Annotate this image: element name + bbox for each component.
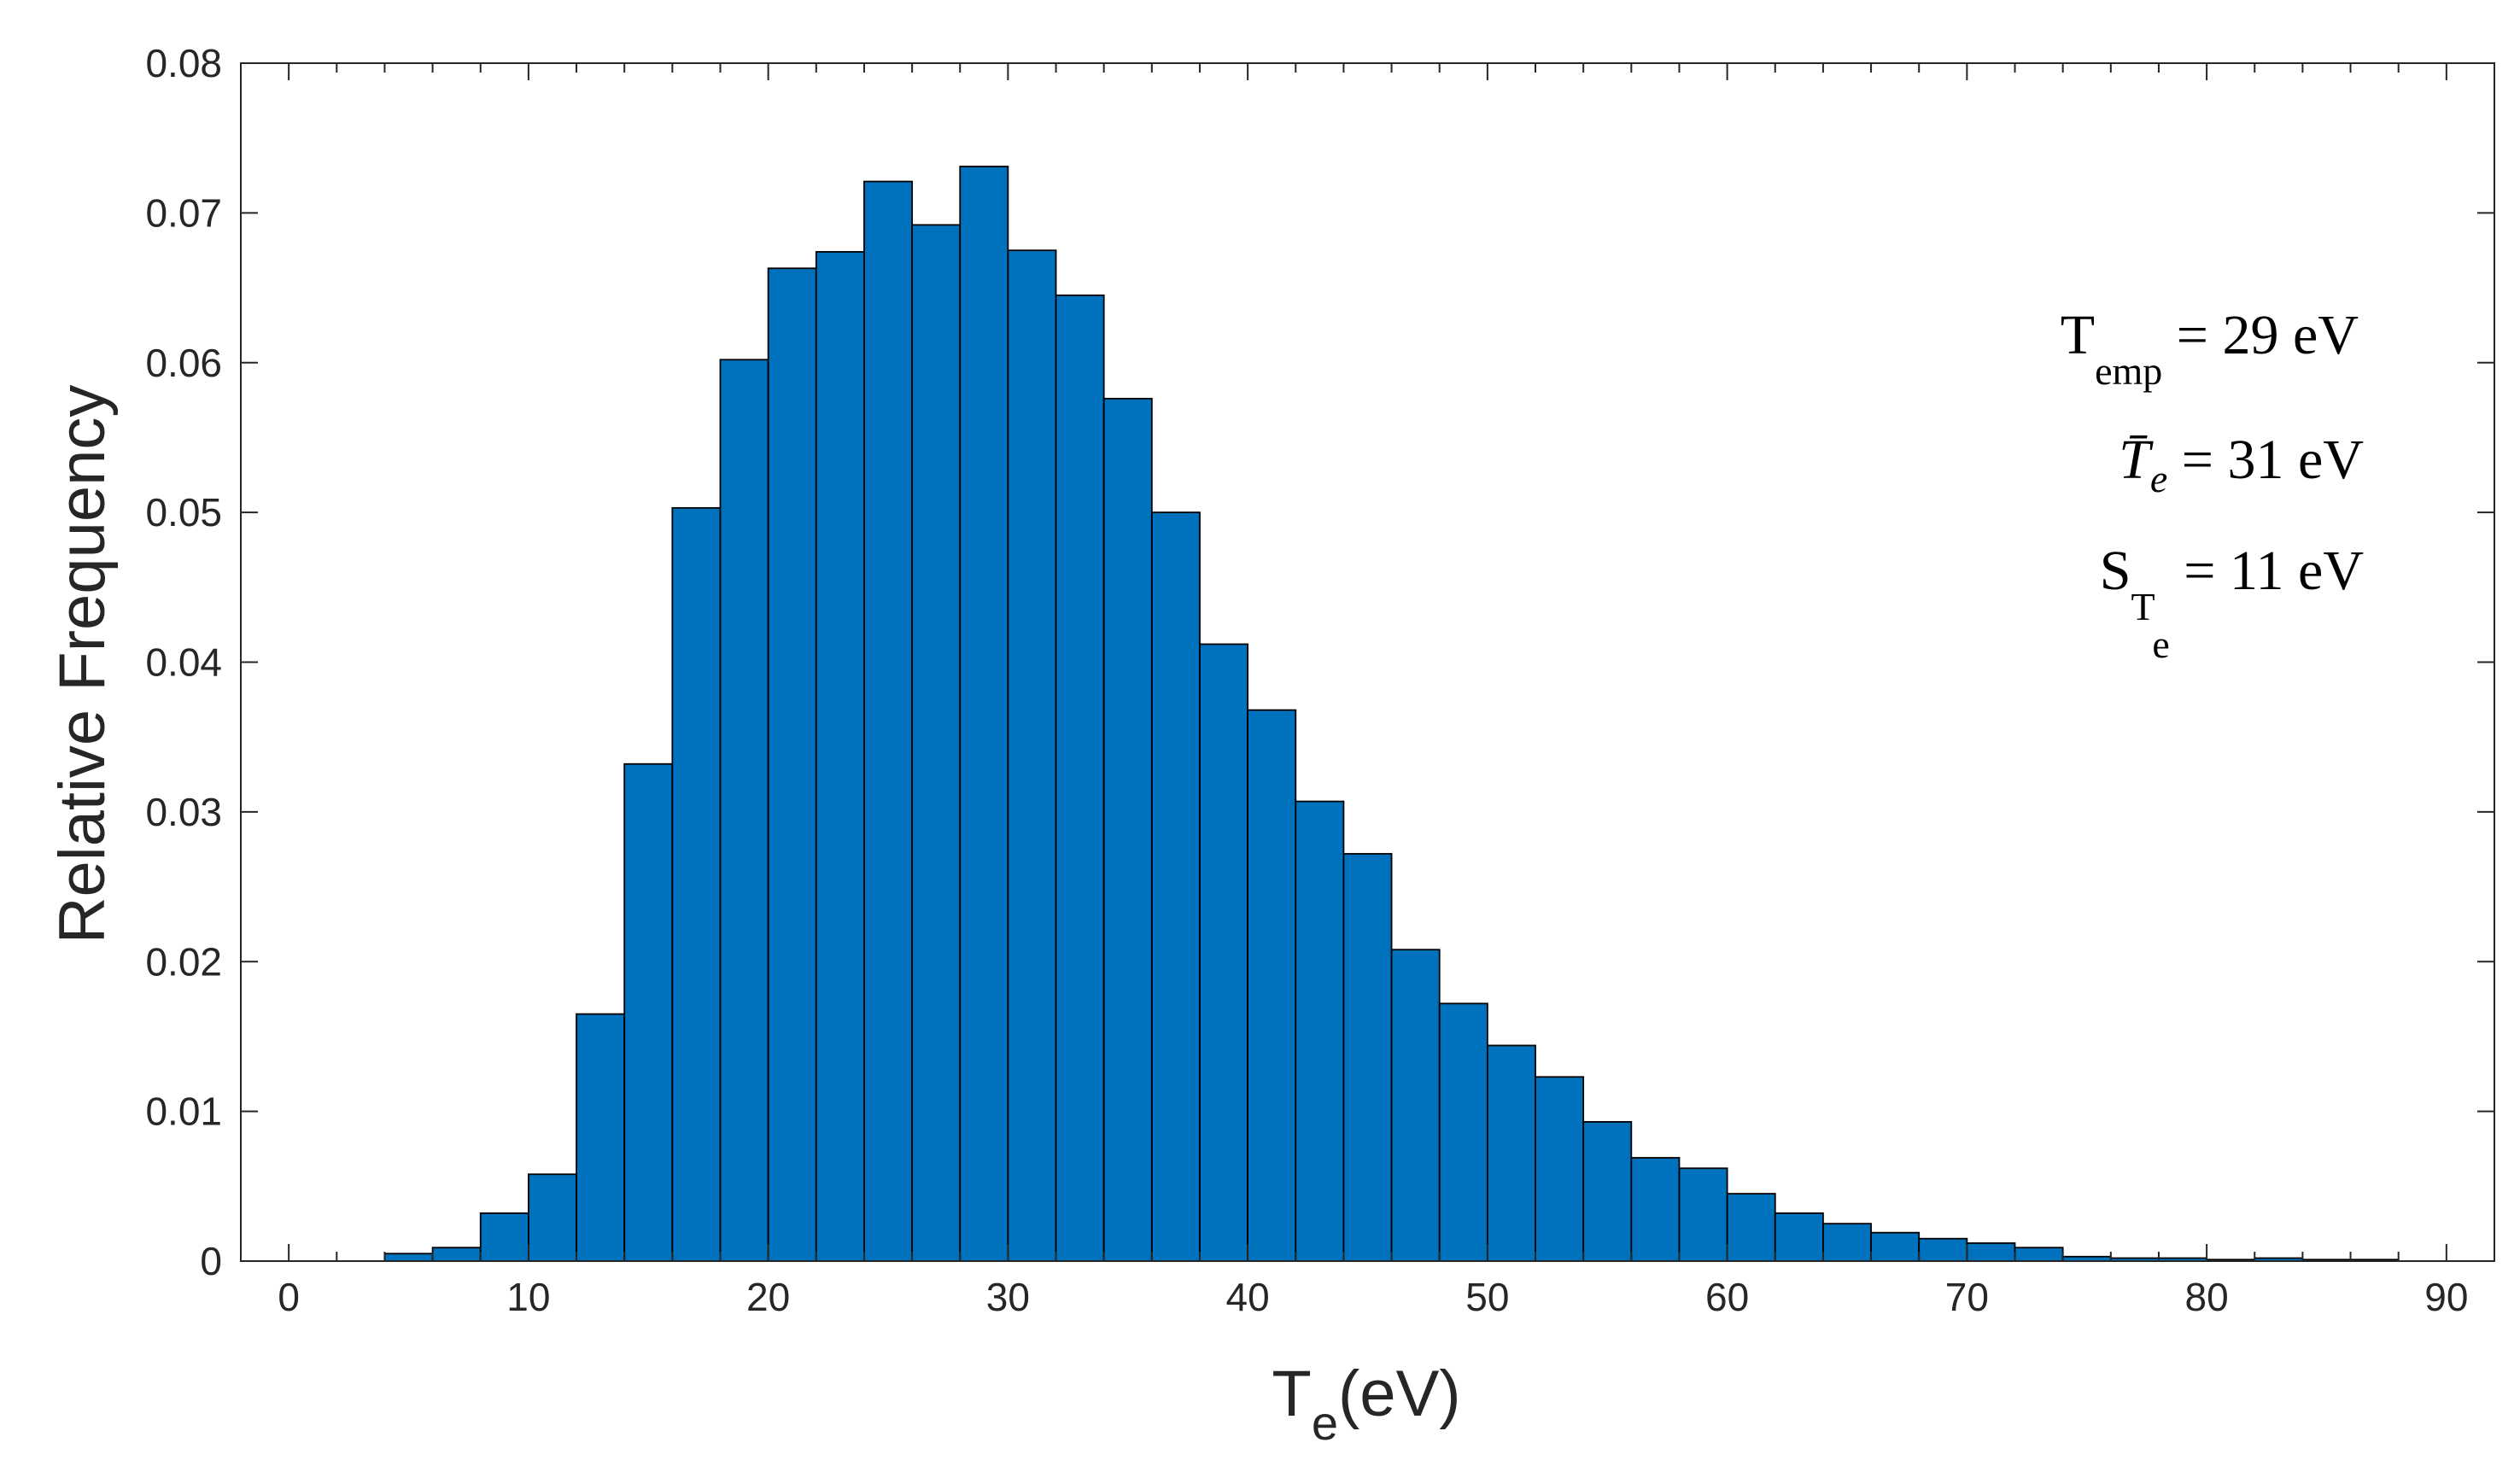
histogram-bar	[1870, 1231, 1921, 1262]
x-tick-label: 70	[1945, 1275, 1989, 1319]
histogram-bar	[1295, 800, 1345, 1262]
histogram-bar	[1150, 511, 1201, 1262]
x-axis-title-rest: (eV)	[1338, 1358, 1461, 1430]
y-tick-label: 0.07	[145, 190, 222, 235]
histogram-bar	[1055, 294, 1105, 1262]
annotation-mean-main: T̄	[2119, 429, 2154, 491]
histogram-bar	[527, 1173, 577, 1262]
x-tick-label: 80	[2185, 1275, 2229, 1319]
histogram-bar	[863, 180, 913, 1262]
histogram-bar	[671, 506, 722, 1262]
y-tick-label: 0	[200, 1239, 222, 1283]
x-tick-label: 20	[746, 1275, 790, 1319]
y-tick-label: 0.01	[145, 1089, 222, 1134]
annotation-std-subsub: e	[2152, 622, 2169, 666]
x-axis-title: Te(eV)	[1272, 1358, 1460, 1450]
histogram-bar	[1007, 249, 1057, 1262]
annotation-temp-spacer2	[2208, 304, 2223, 366]
x-tick-label: 60	[1705, 1275, 1749, 1319]
histogram-bar	[1966, 1242, 2016, 1262]
annotation-temp-spacer	[2162, 304, 2177, 366]
annotation-temp-eq: =	[2177, 304, 2208, 366]
y-tick-label: 0.02	[145, 939, 222, 984]
histogram-bar	[959, 166, 1009, 1262]
annotation-mean-eq: =	[2182, 429, 2213, 491]
histogram-bar	[2014, 1247, 2064, 1262]
y-tick-label: 0.05	[145, 490, 222, 534]
histogram-bar	[1247, 709, 1297, 1262]
x-axis-title-main: T	[1272, 1358, 1311, 1430]
histogram-bar	[479, 1212, 529, 1262]
x-tick-label: 30	[986, 1275, 1030, 1319]
histogram-bar	[815, 251, 865, 1262]
histogram-bar	[1582, 1121, 1633, 1262]
histogram-bar	[1678, 1167, 1728, 1262]
annotation-std-eq: =	[2184, 540, 2215, 602]
x-tick-label: 0	[278, 1275, 300, 1319]
plot-frame	[240, 62, 2495, 1262]
stats-annotation: Temp = 29 eV T̄e = 31 eV STe = 11 eV	[2061, 304, 2364, 666]
histogram-bar	[719, 359, 769, 1262]
histogram-bar	[576, 1013, 626, 1262]
x-tick-label: 90	[2424, 1275, 2468, 1319]
histogram-bar	[1199, 643, 1249, 1262]
histogram-bar	[623, 762, 674, 1262]
annotation-std-sub: T	[2131, 585, 2155, 628]
annotation-std: STe = 11 eV	[2100, 540, 2364, 666]
histogram-bar	[1774, 1212, 1824, 1262]
annotation-std-spacer	[2170, 540, 2184, 602]
x-tick-label: 50	[1465, 1275, 1509, 1319]
histogram-bar	[767, 267, 817, 1262]
histogram-bar	[383, 1253, 434, 1262]
histogram-bar	[1438, 1002, 1488, 1262]
histogram-bar	[431, 1247, 482, 1262]
y-tick-label: 0.03	[145, 790, 222, 834]
histogram-bar	[1822, 1223, 1872, 1262]
x-tick-label: 40	[1226, 1275, 1270, 1319]
histogram-bar	[1726, 1193, 1776, 1262]
annotation-temp: Temp = 29 eV	[2061, 304, 2359, 393]
histogram-bar	[1918, 1237, 1968, 1262]
y-tick-label: 0.08	[145, 41, 222, 85]
annotation-temp-value: 29 eV	[2223, 304, 2359, 366]
annotation-temp-main: T	[2061, 304, 2095, 366]
annotation-mean-spacer2	[2213, 429, 2228, 491]
histogram-bars	[383, 166, 2400, 1262]
y-axis-title: Relative Frequency	[46, 385, 119, 944]
annotation-std-value: 11 eV	[2230, 540, 2364, 602]
histogram-bar	[1102, 397, 1153, 1262]
histogram-bar	[911, 224, 962, 1262]
x-tick-label: 10	[506, 1275, 550, 1319]
annotation-mean-spacer	[2167, 429, 2182, 491]
annotation-mean-value: 31 eV	[2228, 429, 2364, 491]
annotation-std-main: S	[2100, 540, 2131, 602]
histogram-bar	[1535, 1076, 1585, 1262]
x-axis-ticks: 0 10 20 30 40 50 60 70 80 90	[278, 63, 2468, 1319]
histogram-bar	[1630, 1157, 1681, 1262]
annotation-mean-sub: e	[2150, 457, 2167, 500]
annotation-std-spacer2	[2215, 540, 2230, 602]
annotation-temp-sub: emp	[2095, 349, 2162, 393]
histogram-bar	[1390, 949, 1441, 1262]
x-axis-title-sub: e	[1312, 1396, 1338, 1450]
histogram-bar	[1486, 1044, 1536, 1262]
y-tick-label: 0.06	[145, 341, 222, 385]
annotation-mean: T̄e = 31 eV	[2119, 429, 2364, 500]
y-tick-label: 0.04	[145, 640, 222, 685]
histogram-bar	[1342, 853, 1393, 1262]
y-axis-ticks: 0 0.01 0.02 0.03 0.04 0.05 0.06 0.07 0.08	[145, 41, 2494, 1283]
